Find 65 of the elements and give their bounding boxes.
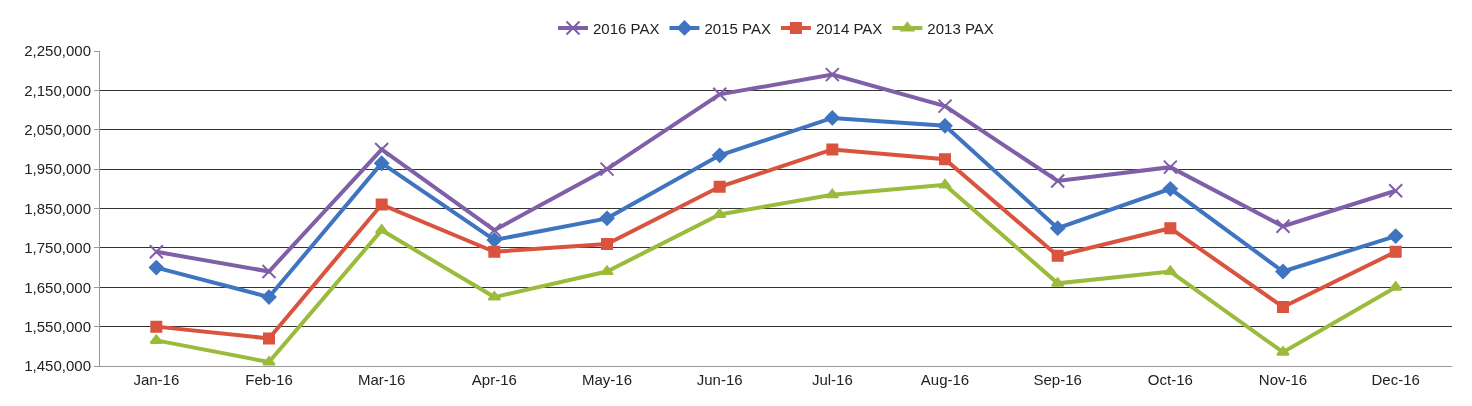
legend-label: 2016 PAX — [593, 19, 660, 37]
legend-label: 2015 PAX — [704, 19, 771, 37]
point — [1050, 173, 1066, 189]
x-tick-label: Jul-16 — [811, 371, 853, 388]
legend-label: 2014 PAX — [815, 19, 883, 37]
point — [150, 320, 163, 333]
y-tick-label: 2,050,000 — [24, 121, 91, 138]
point — [824, 67, 840, 83]
point — [1164, 222, 1177, 235]
point — [375, 198, 388, 211]
point — [824, 110, 840, 126]
y-tick-label: 1,450,000 — [24, 357, 91, 375]
point — [713, 180, 726, 193]
point — [1276, 346, 1290, 356]
y-tick-label: 1,550,000 — [24, 317, 91, 335]
point — [374, 155, 390, 171]
x-tick-label: Jan-16 — [133, 371, 180, 388]
point — [1275, 264, 1291, 279]
point — [599, 161, 615, 177]
x-tick-label: Apr-16 — [471, 371, 517, 388]
point — [262, 356, 276, 366]
point — [1277, 300, 1289, 313]
point — [712, 147, 728, 163]
point — [261, 289, 277, 305]
x-tick-label: Jun-16 — [696, 371, 743, 388]
point — [601, 237, 613, 250]
point — [1388, 183, 1404, 199]
point — [1388, 228, 1404, 244]
point — [938, 178, 952, 189]
point — [263, 332, 275, 345]
point — [937, 98, 953, 114]
point — [1162, 159, 1178, 175]
x-tick-label: May-16 — [581, 371, 633, 388]
y-tick-label: 1,850,000 — [24, 199, 91, 217]
point — [1275, 218, 1291, 234]
point — [937, 118, 953, 134]
y-tick-label: 1,950,000 — [24, 160, 91, 178]
point — [1050, 220, 1066, 236]
point — [1051, 249, 1064, 262]
x-tick-label: Feb-16 — [245, 371, 293, 388]
y-tick-label: 1,750,000 — [24, 239, 91, 257]
point — [599, 210, 615, 226]
point — [712, 86, 728, 102]
point — [826, 143, 839, 156]
x-tick-label: Sep-16 — [1033, 371, 1082, 388]
point — [148, 260, 164, 276]
point — [1162, 181, 1178, 197]
legend-label: 2013 PAX — [927, 19, 994, 37]
point — [600, 265, 614, 275]
y-tick-label: 2,150,000 — [24, 81, 91, 99]
x-tick-label: Nov-16 — [1258, 371, 1308, 388]
x-tick-label: Dec-16 — [1371, 371, 1420, 388]
point — [148, 244, 164, 260]
point — [1389, 245, 1402, 258]
x-tick-label: Oct-16 — [1147, 371, 1193, 388]
x-tick-label: Mar-16 — [357, 371, 406, 388]
x-tick-label: Aug-16 — [920, 371, 970, 388]
point — [261, 264, 277, 279]
point — [488, 245, 501, 258]
point — [939, 153, 951, 166]
point — [374, 141, 390, 157]
point — [486, 232, 502, 248]
point — [825, 188, 840, 199]
y-tick-label: 1,650,000 — [24, 278, 91, 296]
y-tick-label: 2,250,000 — [24, 42, 91, 60]
